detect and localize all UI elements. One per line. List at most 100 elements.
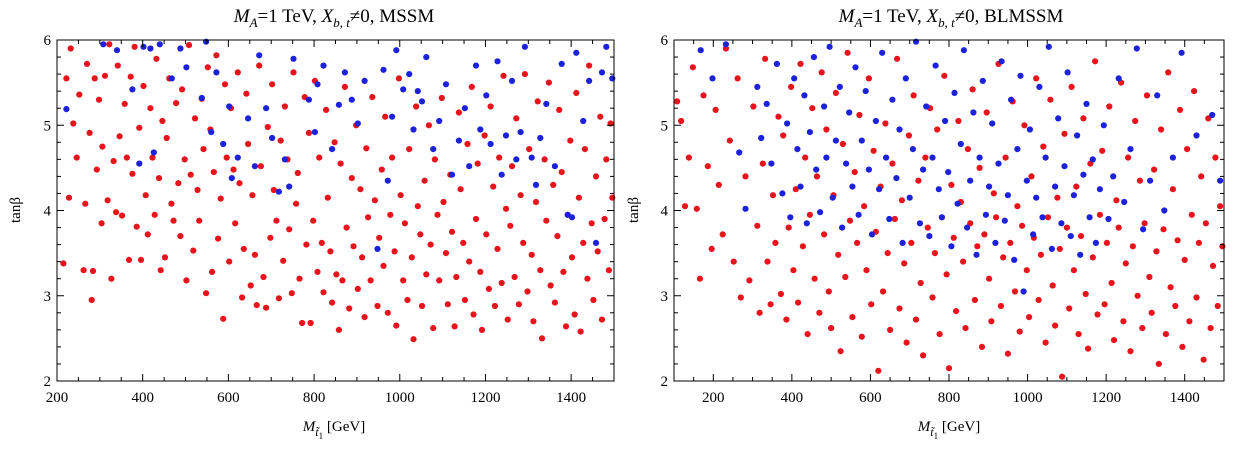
data-point-red xyxy=(263,304,270,311)
x-tick: 400 xyxy=(781,40,803,406)
data-point-red xyxy=(851,169,858,176)
data-point-red xyxy=(175,180,182,187)
data-point-blue xyxy=(521,43,529,50)
data-point-red xyxy=(140,82,147,90)
data-point-red xyxy=(1002,154,1009,161)
data-point-red xyxy=(442,250,450,257)
data-point-red xyxy=(1068,83,1075,90)
data-point-red xyxy=(945,365,953,372)
data-point-blue xyxy=(448,171,456,178)
data-point-blue xyxy=(543,100,550,107)
data-point-red xyxy=(316,154,323,161)
data-point-red xyxy=(597,113,604,120)
data-point-red xyxy=(1160,226,1167,233)
data-point-red xyxy=(65,194,73,201)
data-point-blue xyxy=(63,106,70,113)
data-point-red xyxy=(245,140,252,148)
data-point-red xyxy=(367,277,374,284)
data-point-red xyxy=(159,117,166,125)
xlabel-subsub: 1 xyxy=(934,431,939,441)
data-point-blue xyxy=(858,137,865,144)
data-point-red xyxy=(363,145,370,152)
data-point-blue xyxy=(945,169,952,176)
data-point-blue xyxy=(967,177,974,184)
data-point-red xyxy=(191,115,199,122)
data-point-red xyxy=(785,224,792,231)
data-point-red xyxy=(477,268,484,275)
data-point-blue xyxy=(1023,177,1030,184)
data-point-red xyxy=(67,45,74,52)
data-point-red xyxy=(431,156,438,163)
data-point-red xyxy=(1106,103,1113,110)
data-point-blue xyxy=(1105,215,1112,223)
data-point-blue xyxy=(213,69,220,76)
data-point-red xyxy=(101,72,109,79)
xlabel-subsub: 1 xyxy=(319,431,324,441)
data-point-red xyxy=(969,86,976,93)
data-point-red xyxy=(1209,262,1217,269)
data-point-red xyxy=(91,75,98,82)
data-point-red xyxy=(121,100,128,107)
data-point-red xyxy=(674,98,681,105)
data-point-blue xyxy=(722,41,730,48)
data-point-blue xyxy=(906,194,913,201)
data-point-blue xyxy=(113,47,121,54)
data-point-red xyxy=(196,217,203,224)
panel-mssm: MA=1 TeV, Xb, t≠0, MSSM 200 400 600 800 1000… xyxy=(8,6,616,441)
data-point-blue xyxy=(998,58,1005,65)
data-point-blue xyxy=(976,154,983,161)
data-point-blue xyxy=(573,49,580,56)
data-point-red xyxy=(912,316,920,323)
data-point-red xyxy=(818,69,825,76)
data-point-red xyxy=(136,124,143,131)
points-layer xyxy=(60,38,616,343)
data-point-red xyxy=(590,296,597,304)
data-point-blue xyxy=(528,154,535,161)
data-point-red xyxy=(594,248,601,255)
data-point-blue xyxy=(817,209,824,216)
data-point-red xyxy=(251,251,258,258)
data-point-blue xyxy=(843,160,850,167)
y-tick-label: 5 xyxy=(661,118,669,134)
data-point-red xyxy=(924,224,931,231)
data-point-red xyxy=(894,55,901,62)
data-point-blue xyxy=(742,205,749,212)
data-point-blue xyxy=(1140,226,1147,233)
xlabel-m: M xyxy=(917,419,932,435)
data-point-red xyxy=(217,195,224,202)
data-point-blue xyxy=(839,224,846,231)
data-point-blue xyxy=(899,239,906,246)
data-point-red xyxy=(730,258,737,265)
data-point-red xyxy=(253,302,260,309)
data-point-red xyxy=(99,143,106,150)
data-point-red xyxy=(823,126,830,133)
data-point-red xyxy=(137,256,145,263)
data-point-red xyxy=(1028,173,1035,180)
data-point-blue xyxy=(846,109,853,116)
data-point-red xyxy=(1162,331,1169,338)
data-point-red xyxy=(1014,203,1021,210)
data-point-red xyxy=(89,267,97,275)
data-point-blue xyxy=(791,75,798,82)
data-point-red xyxy=(466,258,473,265)
data-point-blue xyxy=(1209,111,1216,119)
panel-blmssm: MA=1 TeV, Xb, t≠0, BLMSSM 200 400 600 800 10… xyxy=(626,6,1226,441)
data-point-blue xyxy=(1042,154,1049,161)
chart-title: MA=1 TeV, Xb, t≠0, MSSM xyxy=(233,6,435,30)
data-point-red xyxy=(929,294,936,301)
data-point-red xyxy=(1089,254,1096,261)
data-point-blue xyxy=(436,117,443,125)
y-tick: 6 xyxy=(661,33,1224,49)
data-point-red xyxy=(183,277,190,284)
data-point-red xyxy=(545,79,553,86)
data-point-red xyxy=(320,289,327,296)
data-point-red xyxy=(865,75,873,82)
data-point-red xyxy=(343,224,350,231)
data-point-red xyxy=(129,170,136,177)
data-point-red xyxy=(560,268,567,275)
data-point-blue xyxy=(896,126,903,133)
y-tick: 3 xyxy=(661,289,1224,305)
data-point-blue xyxy=(929,154,936,161)
data-point-blue xyxy=(380,66,387,73)
data-point-blue xyxy=(498,171,505,178)
